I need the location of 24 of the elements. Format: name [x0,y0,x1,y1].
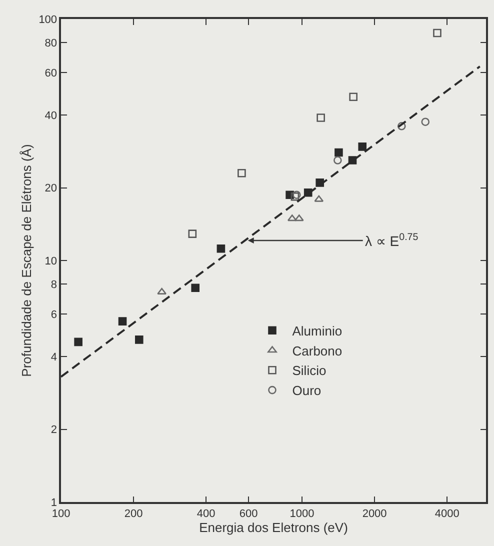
y-tick-label: 10 [44,255,58,268]
y-tick-label: 2 [50,424,58,436]
y-tick-label: 20 [44,182,58,195]
x-tick-label: 600 [239,508,258,520]
y-axis-title: Profundidade de Escape de Elétrons (Å) [19,144,34,377]
legend-label: Silicio [292,363,326,378]
annotation: λ ∝ E$^{0.75}$ [365,232,419,249]
y-tick-label: 4 [50,351,58,364]
legend-label: Carbono [292,343,342,358]
x-tick-label: 1000 [290,508,314,520]
y-tick-label: 80 [44,37,58,50]
x-tick-label: 4000 [434,508,460,520]
x-tick-label: 2000 [362,508,387,520]
y-tick-label: 1 [50,496,58,509]
legend-label: Ouro [292,383,322,398]
x-tick-label: 400 [196,508,216,520]
y-tick-label: 60 [44,67,58,80]
y-tick-label: 8 [50,278,58,291]
x-tick-label: 200 [124,508,143,520]
x-axis-title: Energia dos Eletrons (eV) [199,520,348,536]
legend-label: Aluminio [292,323,342,338]
y-tick-label: 6 [50,308,58,321]
y-tick-label: 40 [44,110,58,122]
y-tick-label: 100 [38,14,58,26]
